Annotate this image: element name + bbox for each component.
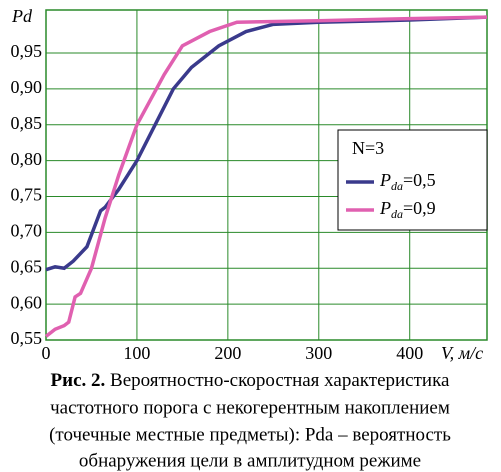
legend-label: Pda=0,5 (379, 170, 436, 193)
y-tick-label: 0,85 (11, 113, 43, 133)
caption-line: (точечные местные предметы): Pda – вероя… (49, 424, 451, 445)
legend-box (337, 129, 488, 231)
y-tick-label: 0,95 (11, 41, 43, 61)
caption-line: обнаружения цели в амплитудном режиме (79, 450, 421, 471)
caption-line: Рис. 2. Вероятностно-скоростная характер… (51, 370, 451, 391)
y-tick-label: 0,60 (11, 292, 43, 312)
x-axis-label: V, м/с (441, 343, 483, 363)
series-line (44, 15, 488, 338)
legend-rest: =0,9 (403, 198, 436, 218)
legend-title: N=3 (352, 138, 384, 158)
caption-line: частотного порога с некогерентным накопл… (50, 397, 450, 418)
x-tick-label: 0 (42, 343, 51, 363)
legend-label: Pda=0,9 (379, 198, 436, 221)
legend-symbol: P (379, 170, 391, 190)
x-tick-label: 100 (123, 343, 150, 363)
y-tick-label: 0,70 (11, 221, 43, 241)
caption-text: Вероятностно-скоростная характеристика (105, 370, 450, 391)
y-tick-label: 0,75 (11, 185, 43, 205)
caption-label: Рис. 2. (51, 370, 106, 391)
y-tick-label: 0,80 (11, 149, 43, 169)
x-tick-label: 200 (214, 343, 241, 363)
legend-symbol: P (379, 198, 391, 218)
y-axis-label: Pd (11, 6, 33, 26)
x-tick-label: 400 (396, 343, 423, 363)
x-tick-label: 300 (305, 343, 332, 363)
y-tick-label: 0,90 (11, 77, 43, 97)
legend-subscript: da (391, 179, 403, 193)
y-tick-label: 0,55 (11, 328, 43, 348)
legend-subscript: da (391, 207, 403, 221)
y-tick-label: 0,65 (11, 256, 43, 276)
series-line (45, 15, 488, 272)
legend-rest: =0,5 (403, 170, 436, 190)
